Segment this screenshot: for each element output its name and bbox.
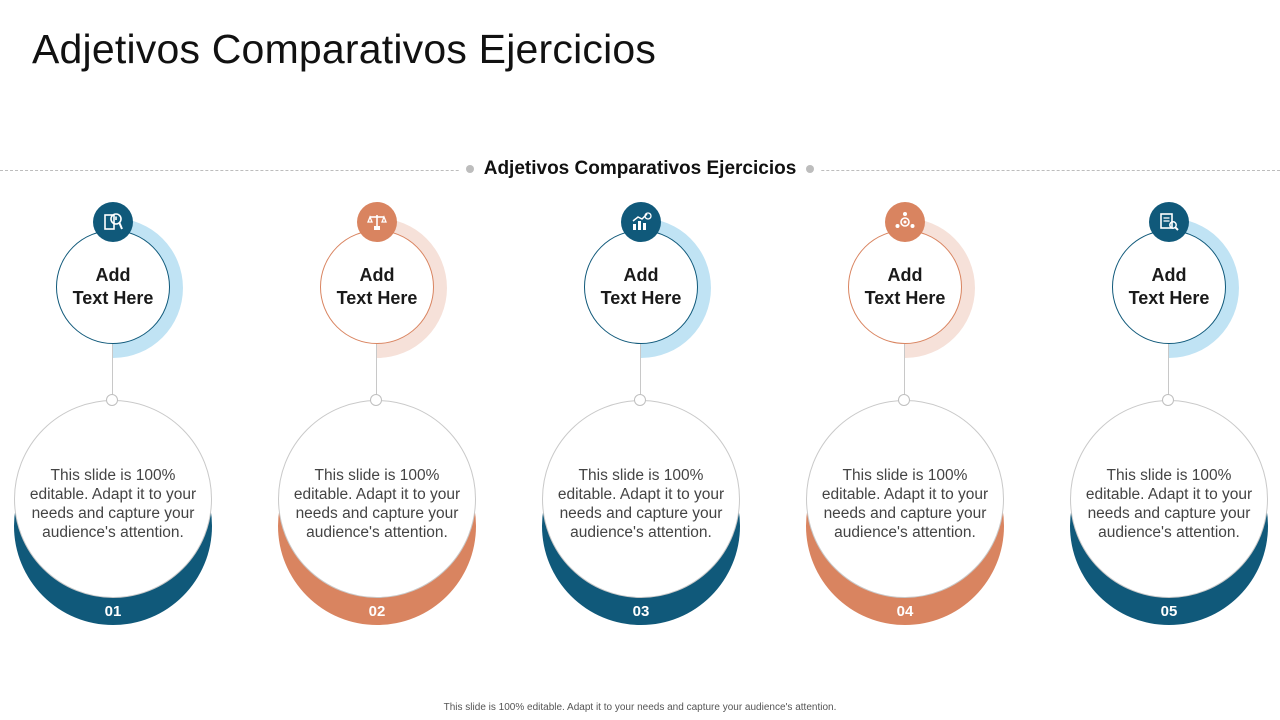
step-number: 01 xyxy=(104,603,122,620)
subtitle-row: Adjetivos Comparativos Ejercicios xyxy=(0,158,1280,184)
document-search-icon xyxy=(1149,202,1189,242)
connector-line xyxy=(904,344,905,400)
team-gear-icon xyxy=(885,202,925,242)
step-body-circle: This slide is 100% editable. Adapt it to… xyxy=(1070,400,1268,598)
growth-chart-icon xyxy=(621,202,661,242)
analysis-icon xyxy=(93,202,133,242)
progress-arc xyxy=(1169,218,1239,358)
step-2: Add Text Here This slide is 100% editabl… xyxy=(278,200,509,630)
connector-line xyxy=(112,344,113,400)
connector-node xyxy=(1162,394,1174,406)
progress-arc xyxy=(113,218,183,358)
step-body-text: This slide is 100% editable. Adapt it to… xyxy=(1085,467,1253,541)
step-body-text: This slide is 100% editable. Adapt it to… xyxy=(293,467,461,541)
step-heading: Add Text Here xyxy=(600,265,682,308)
subtitle-text: Adjetivos Comparativos Ejercicios xyxy=(483,158,797,179)
progress-arc xyxy=(905,218,975,358)
connector-node xyxy=(370,394,382,406)
step-body-text: This slide is 100% editable. Adapt it to… xyxy=(821,467,989,541)
step-body-circle: This slide is 100% editable. Adapt it to… xyxy=(14,400,212,598)
step-number: 05 xyxy=(1160,603,1178,620)
step-3: Add Text Here This slide is 100% editabl… xyxy=(542,200,773,630)
page-title: Adjetivos Comparativos Ejercicios xyxy=(32,26,657,72)
step-heading: Add Text Here xyxy=(864,265,946,308)
step-number: 02 xyxy=(368,603,386,620)
step-heading-circle: Add Text Here xyxy=(1112,230,1226,344)
step-heading-circle: Add Text Here xyxy=(320,230,434,344)
step-heading-circle: Add Text Here xyxy=(56,230,170,344)
progress-arc xyxy=(641,218,711,358)
step-number: 03 xyxy=(632,603,650,620)
step-4: Add Text Here This slide is 100% editabl… xyxy=(806,200,1037,630)
step-heading-circle: Add Text Here xyxy=(848,230,962,344)
connector-line xyxy=(1168,344,1169,400)
step-body-circle: This slide is 100% editable. Adapt it to… xyxy=(278,400,476,598)
progress-arc xyxy=(377,218,447,358)
step-body-circle: This slide is 100% editable. Adapt it to… xyxy=(806,400,1004,598)
divider-dot-left xyxy=(465,165,474,173)
connector-line xyxy=(640,344,641,400)
step-heading: Add Text Here xyxy=(1128,265,1210,308)
step-body-text: This slide is 100% editable. Adapt it to… xyxy=(557,467,725,541)
step-heading: Add Text Here xyxy=(72,265,154,308)
step-5: Add Text Here This slide is 100% editabl… xyxy=(1070,200,1280,630)
step-1: Add Text Here This slide is 100% editabl… xyxy=(14,200,245,630)
section-subtitle: Adjetivos Comparativos Ejercicios xyxy=(459,158,821,180)
connector-node xyxy=(106,394,118,406)
step-body-circle: This slide is 100% editable. Adapt it to… xyxy=(542,400,740,598)
footer-note: This slide is 100% editable. Adapt it to… xyxy=(443,702,837,713)
connector-node xyxy=(634,394,646,406)
balance-scale-icon xyxy=(357,202,397,242)
step-heading: Add Text Here xyxy=(336,265,418,308)
step-body-text: This slide is 100% editable. Adapt it to… xyxy=(29,467,197,541)
connector-line xyxy=(376,344,377,400)
step-heading-circle: Add Text Here xyxy=(584,230,698,344)
connector-node xyxy=(898,394,910,406)
step-number: 04 xyxy=(896,603,914,620)
divider-dot-right xyxy=(806,165,815,173)
